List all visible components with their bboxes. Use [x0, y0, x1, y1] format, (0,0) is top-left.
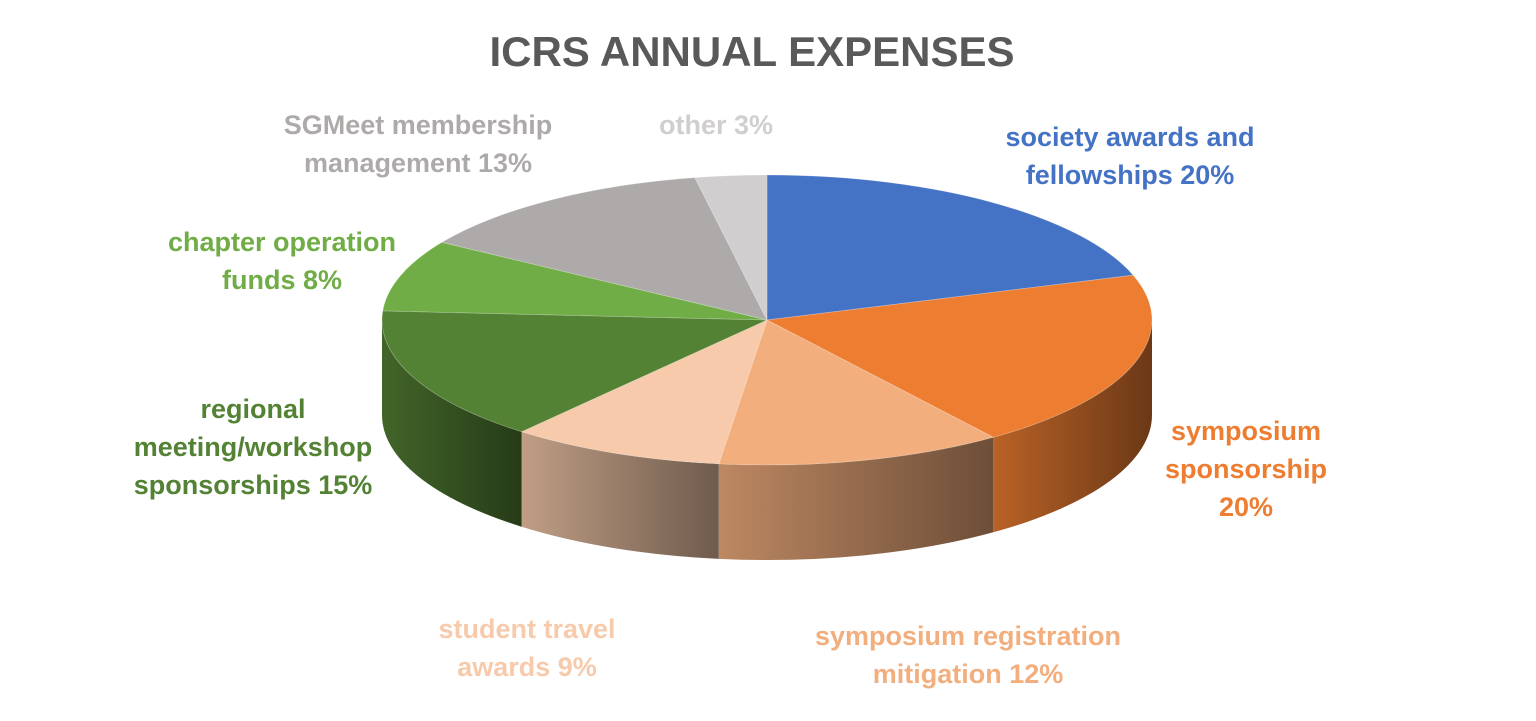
pie-slice — [520, 319, 768, 465]
slice-label-line: funds 8% — [222, 265, 342, 295]
slice-label: student travel awards 9% — [438, 614, 615, 682]
slice-label-line: chapter operation — [168, 227, 396, 257]
slice-label-line: SGMeet membership — [284, 110, 553, 140]
slice-label: other 3% — [659, 110, 773, 140]
slice-label-line: symposium registration — [815, 621, 1121, 651]
slice-label: symposium sponsorship 20% — [1165, 416, 1327, 522]
pie-tops — [381, 174, 1153, 466]
slice-labels: society awards and fellowships 20% symposi… — [134, 110, 1327, 689]
slice-label: SGMeet membership management 13% — [284, 110, 553, 178]
pie-sides — [382, 320, 1153, 561]
pie-slice — [381, 310, 768, 433]
chart-title: ICRS ANNUAL EXPENSES — [489, 28, 1014, 75]
slice-label-line: fellowships 20% — [1026, 160, 1235, 190]
slice-label: regional meeting/workshop sponsorships 15% — [134, 394, 373, 500]
slice-label: society awards and fellowships 20% — [1005, 122, 1254, 190]
pie-slice — [440, 177, 768, 321]
slice-label-line: symposium — [1171, 416, 1321, 446]
slice-label-line: sponsorships 15% — [134, 470, 373, 500]
pie-slice-side — [993, 320, 1153, 533]
slice-label-line: sponsorship — [1165, 454, 1327, 484]
pie-slice — [766, 174, 1134, 321]
slice-label-line: other 3% — [659, 110, 773, 140]
slice-label-line: society awards and — [1005, 122, 1254, 152]
slice-label-line: management 13% — [304, 148, 532, 178]
slice-label-line: regional — [200, 394, 305, 424]
pie-slice-side — [718, 437, 994, 561]
slice-label: chapter operation funds 8% — [168, 227, 396, 295]
slice-label-line: mitigation 12% — [873, 659, 1064, 689]
slice-label-line: 20% — [1219, 492, 1273, 522]
pie-slice — [382, 241, 768, 321]
pie-slice — [694, 174, 768, 321]
slice-label: symposium registration mitigation 12% — [815, 621, 1121, 689]
pie-slice-side — [521, 431, 719, 559]
pie-slice — [765, 274, 1153, 438]
slice-label-line: student travel — [438, 614, 615, 644]
pie-slice — [718, 319, 995, 466]
pie-slice-side — [382, 320, 522, 527]
slice-label-line: meeting/workshop — [134, 432, 373, 462]
slice-label-line: awards 9% — [457, 652, 597, 682]
